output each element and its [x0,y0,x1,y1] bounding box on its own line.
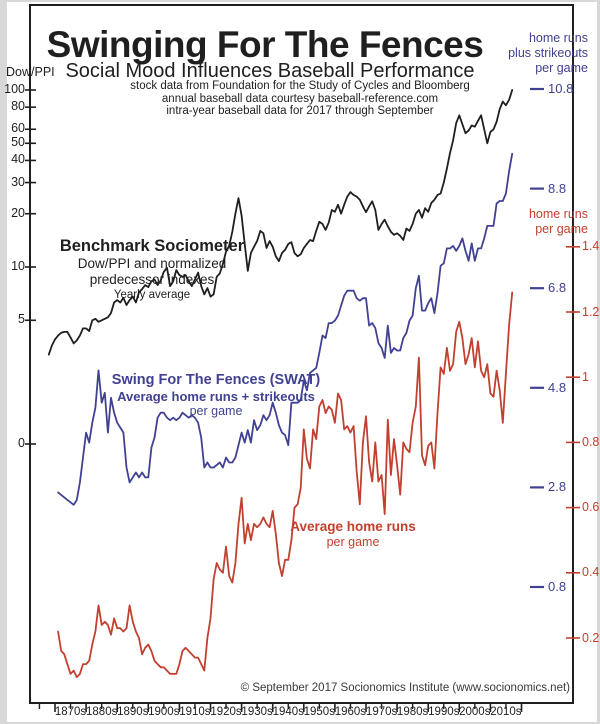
series-line-red [57,291,514,678]
annotation-swat: Swing For The Fences (SWAT) Average home… [108,372,324,418]
right-axis-blue-title-line: plus strikeouts [508,46,588,60]
right-axis-blue-tick-label: 10.8 [548,81,574,96]
plot-frame [29,4,574,704]
x-axis-decade-label: 1870s [54,706,87,718]
x-axis-decade-label: 2010s [490,706,522,718]
left-axis-tick-label: 10 [11,259,25,273]
annotation-swat-line: Average home runs + strikeouts [117,389,315,404]
right-axis-blue-title-line: home runs [528,31,588,45]
left-axis-tick-label: 50 [11,135,25,150]
right-axis-blue-tick-label: 4.8 [548,379,567,395]
x-axis-decade-label: 1940s [272,706,304,718]
x-axis-decade-label: 2000s [459,706,491,718]
right-axis-red-tick-label: 0.2 [582,630,600,645]
x-axis-decade-label: 1890s [117,706,149,718]
right-axis-red-tick-label: 1.4 [582,239,600,254]
right-axis-red-tick-label: 1.2 [582,304,600,319]
annotation-benchmark-line: Yearly average [113,289,191,301]
x-axis-decade-label: 1960s [334,706,367,718]
right-axis-red-title-line: per game [535,222,588,236]
x-axis-decade-label: 1910s [179,706,211,718]
right-axis-blue-title: home runs plus strikeouts per game [440,31,588,76]
right-axis-red-tick-label: 0.6 [582,500,600,515]
x-axis-decade-label: 1920s [210,706,242,718]
copyright-note: © September 2017 Socionomics Institute (… [240,682,570,694]
source-note-line: intra-year baseball data for 2017 throug… [166,105,434,117]
right-axis-red-title: home runs per game [440,207,588,237]
source-note-line: stock data from Foundation for the Study… [130,80,470,92]
x-axis-decade-label: 1990s [428,706,460,718]
right-axis-blue-title-line: per game [535,61,588,75]
x-axis-decade-label: 1950s [303,706,335,718]
annotation-benchmark-line: predecessor indexes [89,272,215,287]
page-subtitle: Social Mood Influences Baseball Performa… [65,60,475,82]
page-title: Swinging For The Fences [46,24,484,65]
left-axis-tick-label: 40 [11,152,25,167]
right-axis-red-tick-label: 1 [582,369,589,384]
right-axis-blue-tick-label: 2.8 [548,479,567,495]
source-notes: stock data from Foundation for the Study… [30,80,570,118]
annotation-swat-title: Swing For The Fences (SWAT) [111,372,321,388]
right-axis-red-tick-label: 0.4 [582,565,600,580]
annotation-home-runs-line: per game [326,534,380,549]
right-axis-blue-tick-label: 6.8 [548,280,567,296]
x-axis-decade-label: 1980s [396,706,429,718]
annotation-home-runs: Average home runs per game [278,519,428,549]
left-axis-tick-label: 20 [11,205,25,220]
x-axis-decade-label: 1930s [241,706,273,718]
right-axis-blue-tick-label: 0.8 [548,579,567,594]
x-axis-decade-label: 1900s [148,706,180,718]
series-line-black [47,89,514,356]
left-axis-tick-label: 60 [11,121,25,136]
annotation-swat-line: per game [189,404,243,418]
x-axis-decade-label: 1970s [365,706,398,718]
left-axis-title: Dow/PPI [6,65,55,79]
left-axis-tick-label: 0 [18,436,25,450]
left-axis-tick-label: 30 [11,174,25,189]
right-axis-red-title-line: home runs [528,207,588,221]
annotation-benchmark-title: Benchmark Sociometer [59,237,245,255]
left-axis-tick-label: 80 [11,99,25,114]
chart-paper [7,2,597,722]
right-axis-red-tick-label: 0.8 [582,434,600,449]
annotation-home-runs-title: Average home runs [290,519,416,534]
left-axis-tick-label: 100 [4,82,25,96]
x-axis-decade-label: 1880s [86,706,118,718]
annotation-benchmark-sociometer: Benchmark Sociometer Dow/PPI and normali… [52,237,252,302]
right-axis-blue-tick-label: 8.8 [548,180,567,196]
source-note-line: annual baseball data courtesy baseball-r… [161,92,439,105]
annotation-benchmark-line: Dow/PPI and normalized [77,256,227,271]
series-line-blue [57,152,514,506]
left-axis-tick-label: 5 [18,312,25,327]
